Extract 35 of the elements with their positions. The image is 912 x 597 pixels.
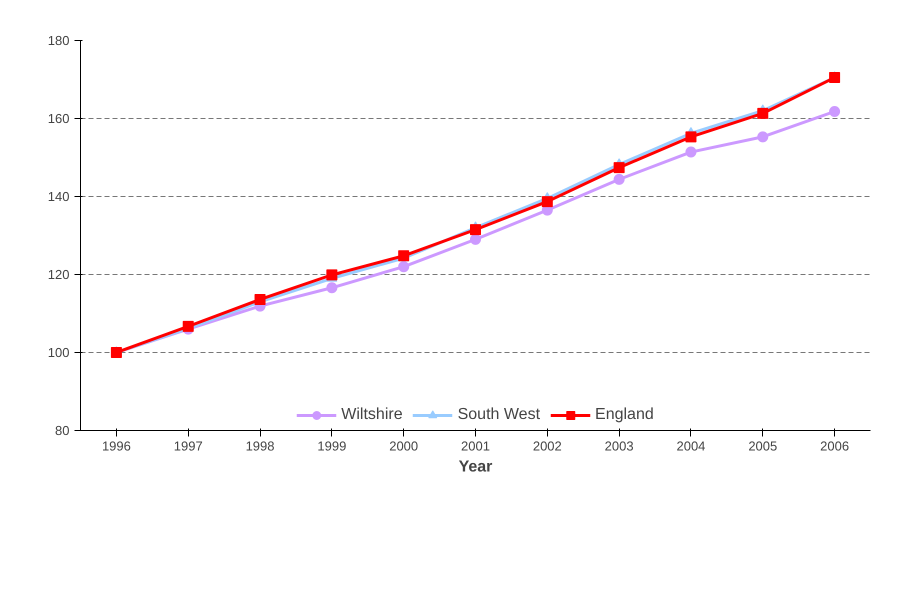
- point: [757, 108, 768, 119]
- point: [326, 282, 338, 294]
- x-tick-label: 2000: [389, 438, 418, 454]
- y-tick-label: 120: [48, 267, 70, 282]
- point: [685, 131, 696, 142]
- point: [685, 146, 696, 158]
- y-tick-label: 100: [48, 345, 70, 360]
- x-tick-label: 2003: [604, 438, 634, 454]
- legend-label: England: [595, 406, 654, 424]
- point: [829, 72, 840, 84]
- x-tick-label: 1999: [317, 438, 346, 454]
- point: [757, 131, 768, 142]
- y-tick-label: 180: [48, 33, 70, 48]
- legend-label: South West: [458, 406, 540, 424]
- point: [470, 234, 481, 245]
- x-tick-label: 1997: [174, 438, 203, 454]
- y-tick-label: 80: [55, 423, 70, 438]
- x-tick-label: 1998: [246, 438, 275, 454]
- point: [470, 224, 481, 236]
- x-tick-label: 2001: [461, 438, 490, 454]
- x-tick-label: 2005: [748, 438, 778, 454]
- legend-label: Wiltshire: [341, 406, 403, 424]
- point: [326, 269, 338, 280]
- point: [614, 174, 625, 185]
- x-tick-label: 1996: [102, 438, 131, 454]
- x-tick-label: 2004: [676, 438, 706, 454]
- point: [829, 106, 840, 117]
- y-tick-label: 140: [48, 189, 70, 204]
- y-tick-label: 160: [48, 111, 70, 126]
- point: [542, 196, 553, 208]
- point: [398, 261, 410, 272]
- x-axis-title: Year: [458, 458, 492, 476]
- x-tick-label: 2006: [820, 438, 850, 454]
- point: [614, 162, 625, 174]
- x-tick-label: 2002: [532, 438, 562, 454]
